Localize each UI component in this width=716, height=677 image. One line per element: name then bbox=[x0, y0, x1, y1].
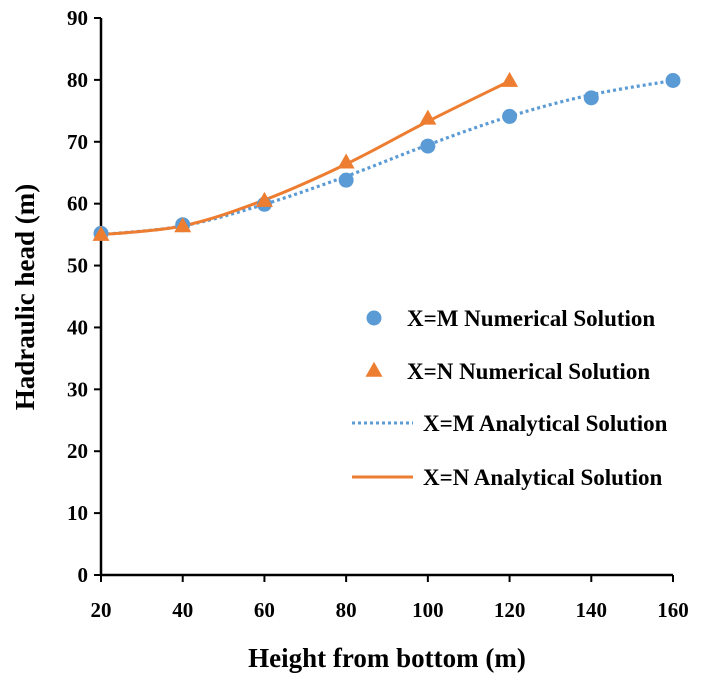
x-tick-label: 80 bbox=[336, 598, 357, 622]
x-axis-title: Height from bottom (m) bbox=[248, 643, 526, 673]
data-point-triangle bbox=[419, 109, 437, 125]
data-point-circle bbox=[665, 73, 681, 89]
legend-label: X=M Analytical Solution bbox=[423, 411, 668, 436]
legend: X=M Numerical Solution X=N Numerical Solu… bbox=[352, 306, 668, 490]
x-ticks: 20 40 60 80 100 120 140 160 bbox=[91, 575, 689, 622]
series-lines bbox=[100, 78, 674, 237]
y-axis-title: Hadraulic head (m) bbox=[10, 184, 40, 411]
legend-label: X=N Analytical Solution bbox=[423, 465, 663, 490]
plot-area: 20 40 60 80 100 120 140 160 0 10 20 30 40 50 60 70 80 90 bbox=[67, 6, 689, 622]
data-point-triangle bbox=[337, 153, 355, 169]
legend-marker-triangle bbox=[365, 361, 383, 377]
x-tick-label: 100 bbox=[412, 598, 444, 622]
data-point-circle bbox=[502, 108, 518, 124]
x-tick-label: 160 bbox=[657, 598, 689, 622]
series-points bbox=[92, 71, 681, 241]
y-tick-label: 60 bbox=[67, 192, 88, 216]
y-tick-label: 30 bbox=[67, 377, 88, 401]
x-tick-label: 40 bbox=[172, 598, 193, 622]
y-tick-label: 40 bbox=[67, 315, 88, 339]
x-tick-label: 140 bbox=[576, 598, 608, 622]
y-tick-label: 10 bbox=[67, 501, 88, 525]
series-line-3 bbox=[100, 79, 511, 237]
data-point-circle bbox=[338, 172, 354, 188]
y-tick-label: 0 bbox=[78, 563, 89, 587]
y-tick-label: 50 bbox=[67, 254, 88, 278]
x-tick-label: 120 bbox=[494, 598, 526, 622]
data-point-circle bbox=[583, 90, 599, 106]
x-tick-label: 20 bbox=[91, 598, 112, 622]
legend-label: X=M Numerical Solution bbox=[407, 306, 655, 331]
data-point-circle bbox=[420, 138, 436, 154]
x-tick-label: 60 bbox=[254, 598, 275, 622]
y-tick-label: 90 bbox=[67, 6, 88, 30]
data-point-triangle bbox=[174, 217, 192, 233]
y-tick-label: 70 bbox=[67, 130, 88, 154]
data-point-triangle bbox=[92, 225, 110, 241]
legend-label: X=N Numerical Solution bbox=[407, 359, 650, 384]
data-point-triangle bbox=[255, 191, 273, 207]
y-tick-label: 20 bbox=[67, 439, 88, 463]
data-point-triangle bbox=[501, 71, 519, 87]
y-tick-label: 80 bbox=[67, 68, 88, 92]
y-ticks: 0 10 20 30 40 50 60 70 80 90 bbox=[67, 6, 101, 587]
legend-marker-circle bbox=[366, 310, 382, 326]
